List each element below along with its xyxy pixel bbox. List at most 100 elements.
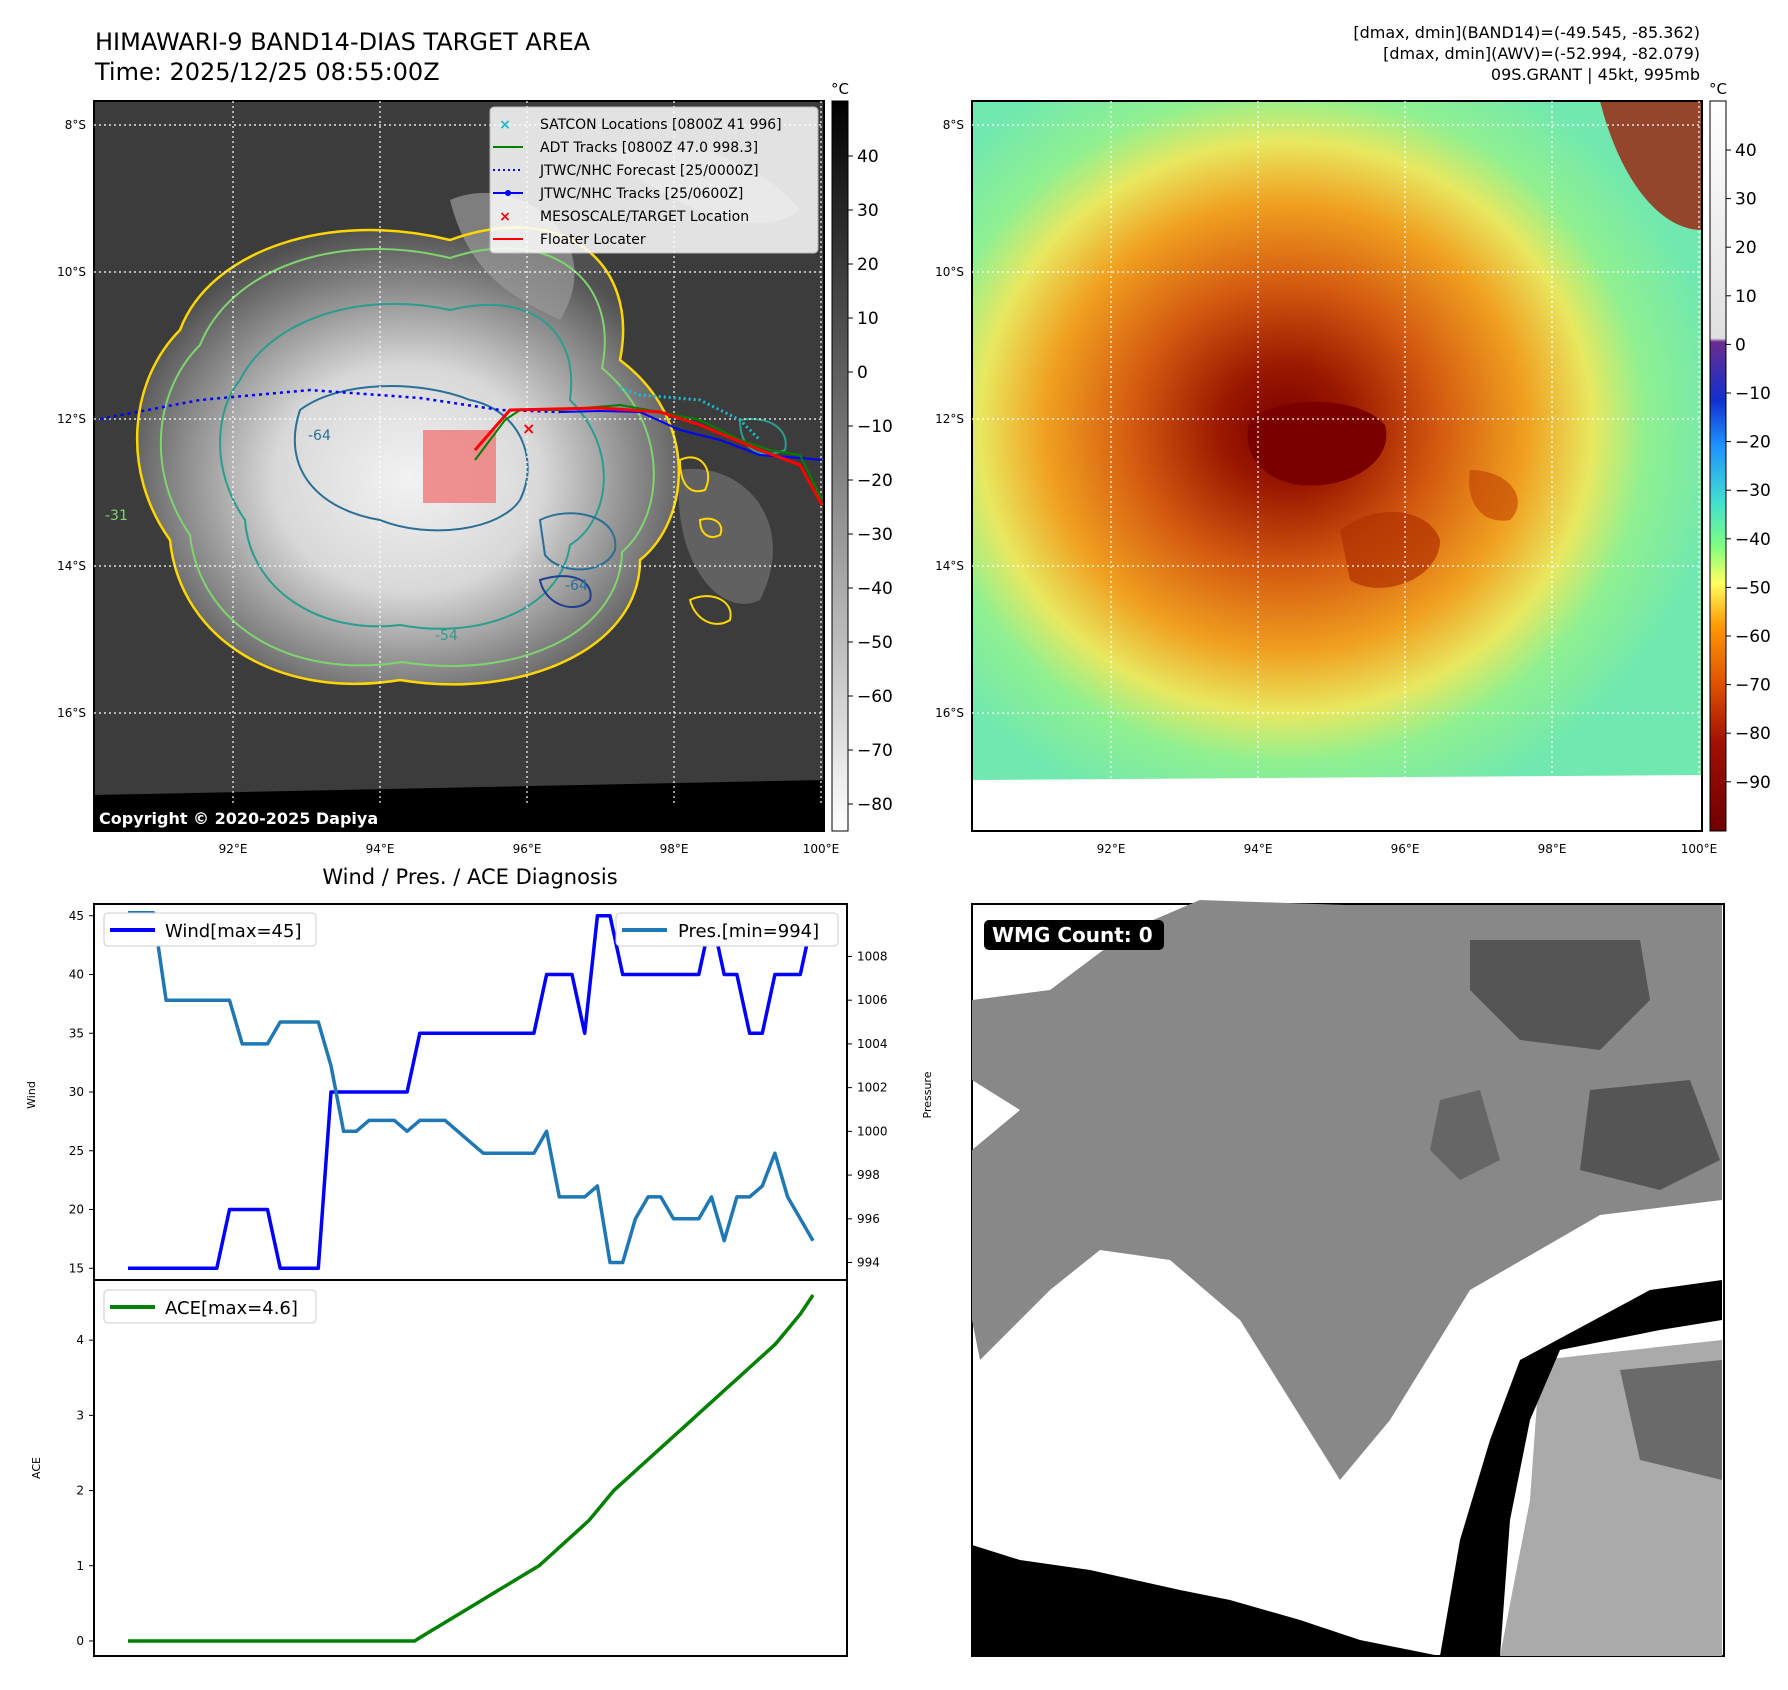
y-tick-label: 35 <box>69 1026 84 1040</box>
lon-label: 100°E <box>803 842 840 856</box>
contour-label-4: -31 <box>105 508 128 524</box>
storm-info: 09S.GRANT | 45kt, 995mb <box>1491 65 1700 84</box>
wmg-black-band <box>1440 1280 1722 1656</box>
colorbar-tick-label: −70 <box>857 741 893 761</box>
target-legend-marker: × <box>499 209 511 225</box>
y-tick-label: 3 <box>76 1408 84 1422</box>
lon-label: 96°E <box>513 842 542 856</box>
colorbar-tick-label: −50 <box>857 633 893 653</box>
colorbar-tick-label: 20 <box>857 255 879 275</box>
lon-label: 92°E <box>1097 842 1126 856</box>
colorbar-tick-label: −90 <box>1735 773 1771 793</box>
legend-dot <box>505 190 511 196</box>
contour-label-3: -54 <box>435 628 458 644</box>
series-line-wind <box>128 914 815 1271</box>
lat-label: 10°S <box>935 265 964 279</box>
y2-tick-label: 994 <box>857 1256 880 1270</box>
pressure-legend: Pres.[min=994] <box>615 912 839 947</box>
map-legend: × SATCON Locations [0800Z 41 996] ADT Trac… <box>489 106 819 254</box>
y2-tick-label: 1004 <box>857 1037 888 1051</box>
ir-map-lon-labels: 92°E 94°E 96°E 98°E 100°E <box>219 842 840 856</box>
lat-label: 16°S <box>57 706 86 720</box>
lon-label: 100°E <box>1681 842 1718 856</box>
contour-label-2: -64 <box>565 578 588 594</box>
y2-tick-label: 1000 <box>857 1124 888 1138</box>
wmg-count: WMG Count: 0 <box>992 923 1153 947</box>
y-tick-label: 45 <box>69 909 84 923</box>
colorbar-tick-label: −50 <box>1735 578 1771 598</box>
colorbar-tick-label: −20 <box>857 471 893 491</box>
legend-entry: Floater Locater <box>493 232 646 248</box>
legend-entry: ADT Tracks [0800Z 47.0 998.3] <box>493 140 758 156</box>
lat-label: 16°S <box>935 706 964 720</box>
satcon-legend-marker: × <box>499 117 511 133</box>
colorbar-tick-label: −40 <box>857 579 893 599</box>
awv-stats: [dmax, dmin](AWV)=(-52.994, -82.079) <box>1383 44 1700 63</box>
ir-map-lat-labels: 8°S 10°S 12°S 14°S 16°S <box>57 118 86 720</box>
colorbar-tick-label: 40 <box>1735 141 1757 161</box>
dvorak-colorbar: °C 40 30 20 10 0 −10 −20 −30 −40 −50 −60 −70 −80 −90 <box>1709 80 1771 832</box>
colorbar-tick-label: −30 <box>1735 481 1771 501</box>
target-marker: × <box>522 419 535 438</box>
colorbar-tick-label: 10 <box>857 309 879 329</box>
ir-map-panel: -64 -64 -54 -31 8°S 10°S 12°S 14°S 16°S 92°E… <box>57 100 840 856</box>
colorbar-tick-label: −40 <box>1735 530 1771 550</box>
y-tick-label: 20 <box>69 1203 84 1217</box>
color-map-panel: 8°S 10°S 12°S 14°S 16°S 92°E 94°E 96°E 98°E 100°… <box>935 100 1718 856</box>
lon-label: 96°E <box>1391 842 1420 856</box>
ir-colorbar: °C 40 30 20 10 0 −10 −20 −30 −40 −50 −60 −70 −80 <box>831 80 893 832</box>
satcon-locations <box>619 386 762 442</box>
wind-legend: Wind[max=45] <box>103 912 317 947</box>
wind-axis-label: Wind <box>25 1081 38 1109</box>
contour-label-1: -64 <box>308 428 331 444</box>
pressure-legend-label: Pres.[min=994] <box>678 921 819 942</box>
floater-track <box>473 406 824 506</box>
colorbar-tick-label: 0 <box>857 363 868 383</box>
contour-outer <box>135 226 681 686</box>
lat-label: 14°S <box>935 559 964 573</box>
lon-label: 98°E <box>660 842 689 856</box>
y2-tick-label: 1008 <box>857 949 888 963</box>
legend-label: JTWC/NHC Tracks [25/0600Z] <box>539 186 743 202</box>
y-tick-label: 30 <box>69 1085 84 1099</box>
legend-label: SATCON Locations [0800Z 41 996] <box>540 117 782 133</box>
colorbar-tick-label: 0 <box>1735 335 1746 355</box>
contour-middle <box>219 302 605 630</box>
y-tick-label: 0 <box>76 1634 84 1648</box>
dvorak-colorbar-unit: °C <box>1709 80 1727 98</box>
color-map-lat-labels: 8°S 10°S 12°S 14°S 16°S <box>935 118 964 720</box>
figure-title: HIMAWARI-9 BAND14-DIAS TARGET AREA <box>95 28 591 56</box>
y-tick-label: 2 <box>76 1484 84 1498</box>
band14-stats: [dmax, dmin](BAND14)=(-49.545, -85.362) <box>1353 23 1700 42</box>
diagnosis-title: Wind / Pres. / ACE Diagnosis <box>322 865 617 889</box>
colorbar-tick-label: 30 <box>1735 190 1757 210</box>
y-tick-label: 15 <box>69 1261 84 1275</box>
colorbar-tick-label: 40 <box>857 147 879 167</box>
colorbar-tick-label: −30 <box>857 525 893 545</box>
ace-axis-label: ACE <box>30 1457 43 1479</box>
ir-colorbar-unit: °C <box>831 80 849 98</box>
legend-entry: JTWC/NHC Forecast [25/0000Z] <box>493 163 759 179</box>
lat-label: 14°S <box>57 559 86 573</box>
series-line-ace <box>128 1294 815 1643</box>
colorbar-tick-label: 20 <box>1735 238 1757 258</box>
legend-label: MESOSCALE/TARGET Location <box>540 209 749 225</box>
lat-label: 8°S <box>65 118 86 132</box>
wmg-panel: WMG Count: 0 <box>971 900 1725 1657</box>
wind-legend-label: Wind[max=45] <box>165 921 302 942</box>
colorbar-tick-label: 30 <box>857 201 879 221</box>
lat-label: 12°S <box>935 412 964 426</box>
mesoscale-target-box <box>423 430 496 503</box>
color-map-frame <box>971 100 1703 832</box>
lat-label: 12°S <box>57 412 86 426</box>
legend-entry: JTWC/NHC Tracks [25/0600Z] <box>493 186 743 202</box>
wind-pressure-chart: 15 20 25 30 35 40 45 994 996 998 1000 1002 1004 1006… <box>25 903 934 1281</box>
ace-chart: 0 1 2 3 4 ACE ACE[max=4.6] <box>30 1279 848 1657</box>
pressure-axis-label: Pressure <box>921 1071 934 1118</box>
ir-cloud-mass <box>137 227 679 685</box>
legend-label: JTWC/NHC Forecast [25/0000Z] <box>539 163 759 179</box>
colorbar-tick-label: −80 <box>857 795 893 815</box>
colorbar-tick-label: −80 <box>1735 724 1771 744</box>
y2-tick-label: 1006 <box>857 993 888 1007</box>
